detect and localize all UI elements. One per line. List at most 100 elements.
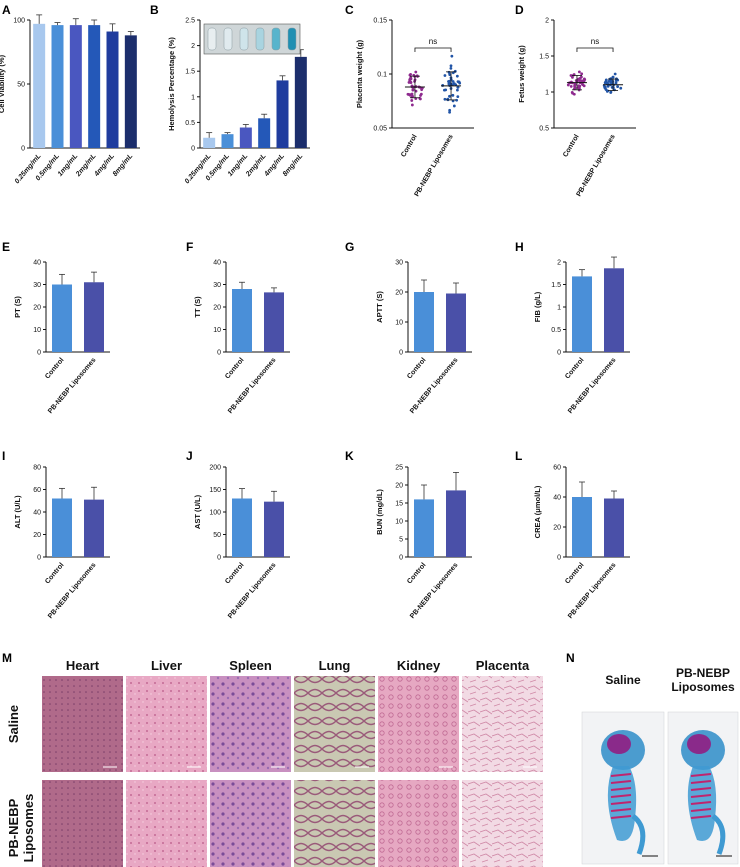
y-tick-label: 0 xyxy=(399,350,403,357)
bar xyxy=(604,268,624,352)
y-tick-label: 0.1 xyxy=(377,72,387,79)
tube xyxy=(271,27,281,51)
category-label: Control xyxy=(224,357,245,381)
tube xyxy=(255,27,265,51)
y-tick-label: 50 xyxy=(213,532,221,539)
data-point xyxy=(444,88,448,92)
bar xyxy=(106,31,119,148)
y-tick-label: 60 xyxy=(553,465,561,472)
y-tick-label: 20 xyxy=(33,532,41,539)
data-point xyxy=(614,81,618,85)
y-axis-label: TT (S) xyxy=(193,296,202,318)
bar xyxy=(84,282,104,352)
y-tick-label: 1 xyxy=(545,90,549,97)
fetus-rib xyxy=(690,780,712,784)
bar xyxy=(232,289,252,352)
panel-label: F xyxy=(186,240,193,254)
panel-label: A xyxy=(2,3,11,17)
panel-label: J xyxy=(186,449,193,463)
tube xyxy=(239,27,249,51)
data-point xyxy=(443,97,447,101)
y-tick-label: 10 xyxy=(33,327,41,334)
y-tick-label: 10 xyxy=(213,327,221,334)
category-label: Control xyxy=(406,562,427,586)
data-point xyxy=(619,86,623,90)
y-tick-label: 25 xyxy=(395,465,403,472)
panel-label: E xyxy=(2,240,10,254)
data-point xyxy=(411,88,415,92)
y-axis-label: CREA (μmol/L) xyxy=(533,485,542,538)
panel-label: I xyxy=(2,449,5,463)
y-tick-label: 40 xyxy=(33,510,41,517)
bar xyxy=(446,293,466,352)
fetus-rib xyxy=(690,808,712,812)
y-tick-label: 60 xyxy=(33,487,41,494)
data-point xyxy=(603,85,607,89)
bar xyxy=(52,498,72,557)
fetus-rib xyxy=(610,780,632,784)
category-label: Control xyxy=(44,562,65,586)
data-point xyxy=(452,104,456,108)
bar xyxy=(203,137,216,148)
y-tick-label: 0 xyxy=(217,350,221,357)
bar xyxy=(33,23,46,149)
category-label: Control xyxy=(564,357,585,381)
fetus-skull-ossified xyxy=(607,734,631,754)
data-point xyxy=(456,88,459,92)
data-point xyxy=(577,70,581,74)
data-point xyxy=(447,70,451,74)
y-axis-label: Fetus weight (g) xyxy=(517,45,526,103)
chart-panel-c: C 0.05 0.1 0.15 Placenta weight (g) ControlPB… xyxy=(345,3,474,198)
y-tick-label: 0 xyxy=(191,146,195,153)
y-tick-label: 15 xyxy=(395,501,403,508)
bar xyxy=(88,25,101,148)
tube xyxy=(287,27,297,51)
data-point xyxy=(606,84,610,88)
data-point xyxy=(580,79,584,83)
tissue-image xyxy=(126,676,207,772)
y-axis-label: Placenta weight (g) xyxy=(355,39,364,108)
data-point xyxy=(420,88,424,92)
data-point xyxy=(414,70,418,74)
y-axis-label: PT (S) xyxy=(13,296,22,318)
bar xyxy=(604,498,624,557)
tissue-image xyxy=(210,676,291,772)
panel-label: M xyxy=(2,651,12,665)
bar xyxy=(69,25,82,148)
y-tick-label: 10 xyxy=(395,320,403,327)
fetus-rib xyxy=(610,794,632,798)
data-point xyxy=(448,110,451,114)
y-tick-label: 40 xyxy=(553,495,561,502)
y-tick-label: 1 xyxy=(191,94,195,101)
y-tick-label: 2.5 xyxy=(185,18,195,25)
y-tick-label: 0 xyxy=(399,555,403,562)
y-tick-label: 50 xyxy=(17,82,25,89)
y-axis-label: AST (U/L) xyxy=(193,494,202,529)
y-tick-label: 150 xyxy=(209,487,221,494)
y-tick-label: 5 xyxy=(399,537,403,544)
y-tick-label: 0.15 xyxy=(373,18,387,25)
data-point xyxy=(455,74,459,78)
data-point xyxy=(613,72,617,76)
y-tick-label: 100 xyxy=(13,18,25,25)
tube-photo-inset xyxy=(203,23,301,55)
row-label: Saline xyxy=(6,705,21,743)
y-axis-label: ALT (U/L) xyxy=(13,495,22,529)
bar xyxy=(572,276,592,352)
y-tick-label: 2 xyxy=(191,43,195,50)
data-point xyxy=(604,78,608,82)
tissue-image xyxy=(294,676,375,772)
row-label: Liposomes xyxy=(21,794,36,863)
fetus-rib xyxy=(610,808,632,812)
category-label: Control xyxy=(562,133,581,158)
data-point xyxy=(410,99,414,102)
bar xyxy=(84,499,104,557)
data-point xyxy=(451,80,455,83)
data-point xyxy=(451,93,455,97)
tissue-image xyxy=(378,780,459,867)
data-point xyxy=(448,108,452,112)
data-point xyxy=(448,94,451,98)
data-point xyxy=(410,92,414,96)
